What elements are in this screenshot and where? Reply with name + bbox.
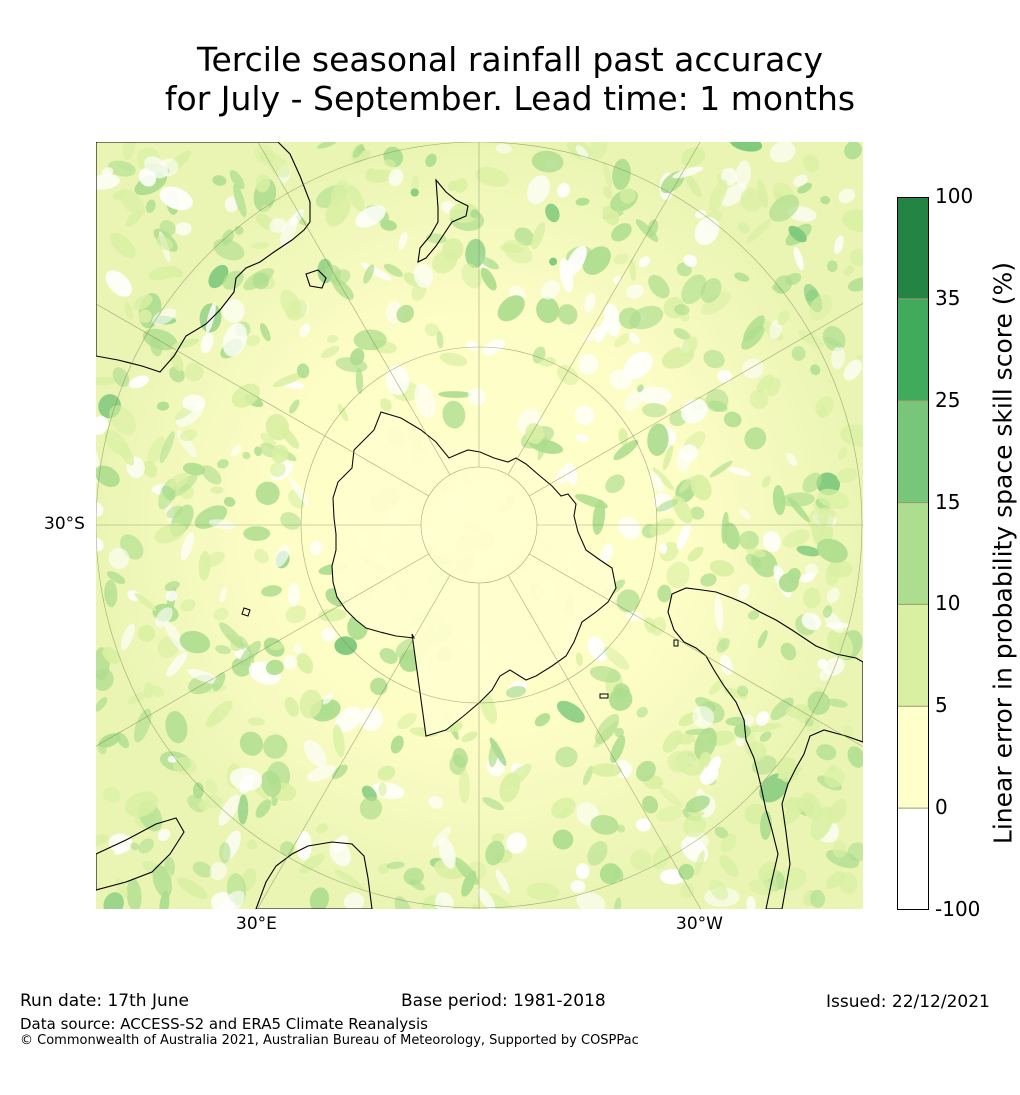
australia-outline	[96, 142, 311, 373]
copyright: © Commonwealth of Australia 2021, Austra…	[20, 1033, 639, 1048]
colorbar-band	[897, 197, 929, 299]
new-zealand-outline	[417, 178, 469, 263]
colorbar-tick-label: -100	[935, 897, 981, 921]
chart-title-line1: Tercile seasonal rainfall past accuracy	[196, 40, 824, 79]
tasmania-outline	[305, 269, 327, 289]
madagascar-outline	[96, 817, 185, 891]
polar-map	[96, 142, 863, 909]
lat-label-30s: 30°S	[44, 514, 85, 534]
skill-patches	[96, 142, 863, 909]
africa-outline	[255, 841, 373, 909]
lon-label-30w: 30°W	[676, 914, 723, 934]
colorbar-tick-label: 10	[935, 591, 961, 616]
colorbar-tick-label: 15	[935, 489, 961, 514]
colorbar-band	[897, 400, 929, 503]
colorbar	[897, 197, 929, 910]
colorbar-band	[897, 502, 929, 605]
base-period: Base period: 1981-2018	[401, 991, 606, 1011]
colorbar-band	[897, 604, 929, 707]
colorbar-tick-label: 35	[935, 285, 961, 310]
lon-label-30e: 30°E	[236, 914, 277, 934]
south-america-outline	[667, 587, 863, 909]
chart-title-line2: for July - September. Lead time: 1 month…	[164, 79, 856, 118]
colorbar-tick-label: 5	[935, 693, 948, 718]
colorbar-band	[897, 706, 929, 809]
colorbar-band	[897, 298, 929, 401]
issued-date: Issued: 22/12/2021	[826, 992, 990, 1012]
colorbar-band	[897, 808, 929, 910]
colorbar-tick-label: 100	[935, 184, 974, 208]
colorbar-tick-label: 0	[935, 795, 948, 820]
graticule	[96, 142, 863, 909]
run-date: Run date: 17th June	[20, 991, 189, 1011]
small-islands	[241, 607, 679, 699]
colorbar-title: Linear error in probability space skill …	[988, 261, 1018, 845]
colorbar-tick-label: 25	[935, 387, 961, 412]
antarctica-outline	[331, 411, 617, 737]
data-source: Data source: ACCESS-S2 and ERA5 Climate …	[20, 1015, 428, 1033]
